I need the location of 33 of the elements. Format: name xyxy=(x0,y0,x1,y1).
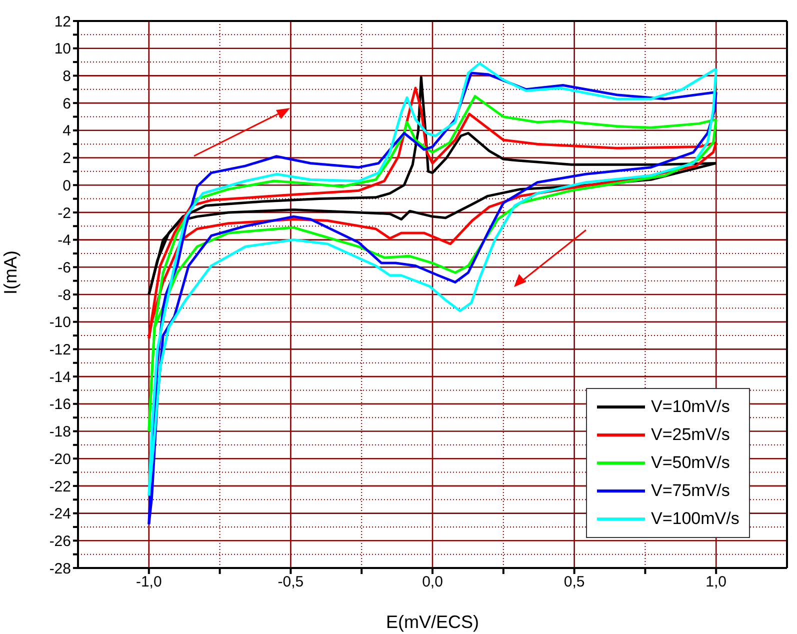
y-tick-label: -12 xyxy=(49,342,71,359)
y-tick-label: -26 xyxy=(49,532,71,550)
y-tick-label: 2 xyxy=(62,150,71,168)
y-tick-label: -24 xyxy=(49,506,71,523)
legend-label: V=75mV/s xyxy=(651,480,730,502)
y-tick-label: -10 xyxy=(49,314,71,332)
legend-label: V=100mV/s xyxy=(651,508,740,530)
x-tick-label: 0,5 xyxy=(564,574,585,591)
y-tick-label: -18 xyxy=(49,424,71,441)
y-axis-title: I(mA) xyxy=(0,250,20,294)
y-tick-label: 6 xyxy=(62,95,71,112)
y-tick-label: -2 xyxy=(58,204,71,222)
y-tick-label: 10 xyxy=(54,40,71,58)
y-tick-label: -22 xyxy=(49,478,71,496)
legend-label: V=50mV/s xyxy=(651,452,730,474)
y-tick-label: -4 xyxy=(58,232,71,250)
y-tick-label: -6 xyxy=(58,259,71,276)
y-tick-label: 4 xyxy=(62,122,71,140)
y-tick-label: -8 xyxy=(58,286,71,304)
y-tick-label: -28 xyxy=(49,560,71,578)
y-tick-label: -14 xyxy=(49,368,71,386)
x-tick-label: -1,0 xyxy=(136,574,162,591)
legend-label: V=10mV/s xyxy=(651,396,730,418)
y-tick-label: 12 xyxy=(54,13,71,30)
x-axis-title: E(mV/ECS) xyxy=(386,612,480,632)
y-tick-label: 0 xyxy=(62,177,71,194)
x-tick-label: 1,0 xyxy=(706,574,727,591)
y-tick-label: -20 xyxy=(49,450,71,468)
y-tick-label: 8 xyxy=(62,68,71,86)
y-tick-label: -16 xyxy=(49,396,71,414)
x-tick-label: 0,0 xyxy=(422,574,443,591)
legend-label: V=25mV/s xyxy=(651,424,730,446)
x-tick-label: -0,5 xyxy=(278,574,304,591)
